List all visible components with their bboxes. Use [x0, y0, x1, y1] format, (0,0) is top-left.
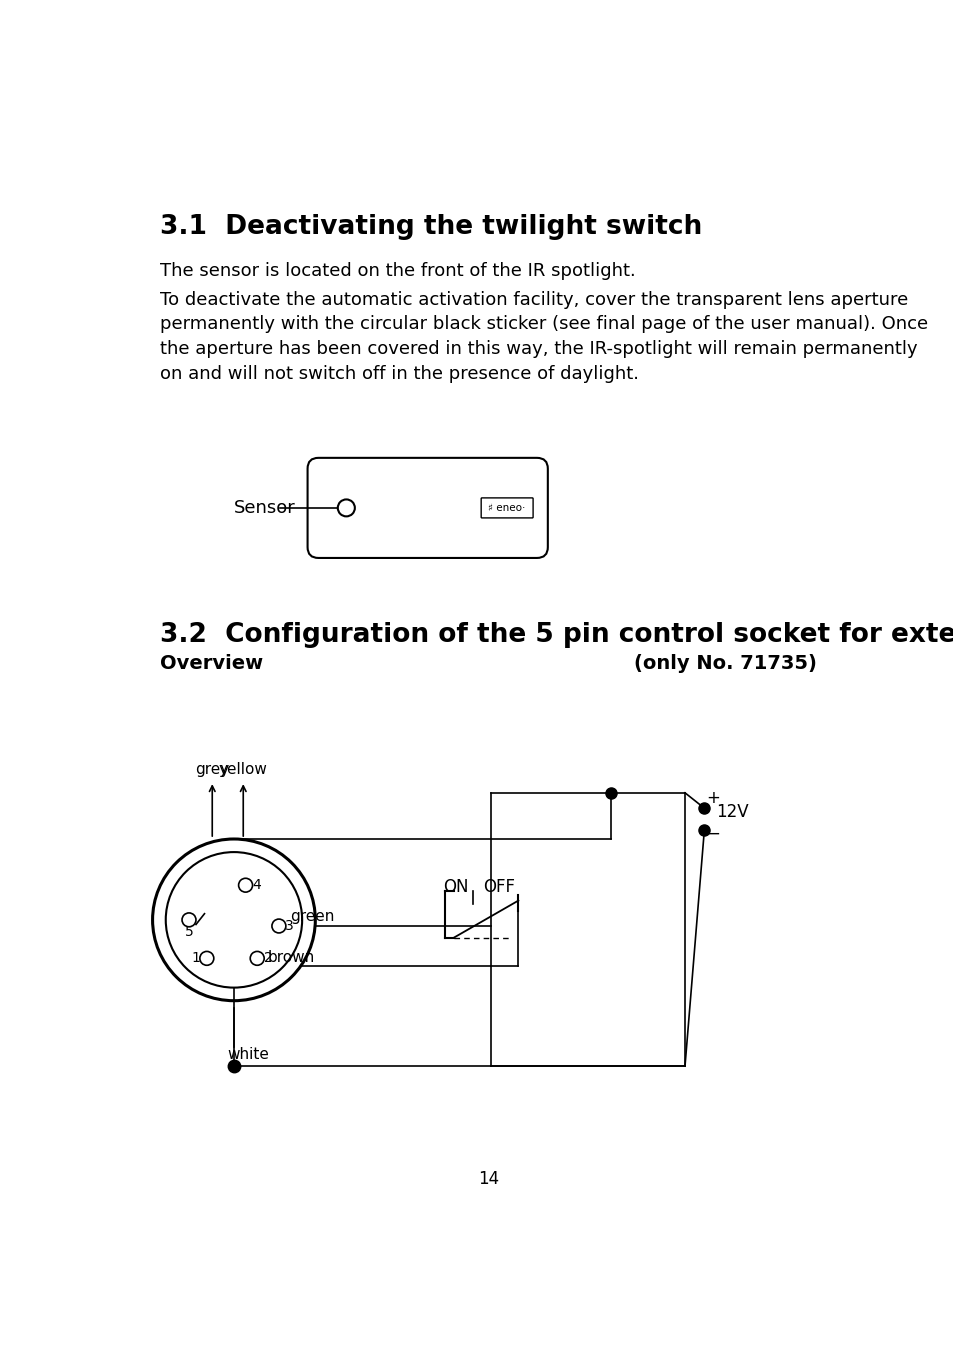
Text: 3: 3: [285, 919, 294, 933]
Text: ON: ON: [443, 877, 469, 896]
Text: 3.1  Deactivating the twilight switch: 3.1 Deactivating the twilight switch: [159, 214, 701, 239]
Text: 1: 1: [192, 951, 200, 966]
Circle shape: [272, 919, 286, 933]
Text: (only No. 71735): (only No. 71735): [633, 654, 816, 674]
Text: The sensor is located on the front of the IR spotlight.: The sensor is located on the front of th…: [159, 261, 635, 280]
Text: Sensor: Sensor: [233, 499, 295, 516]
Text: 12V: 12V: [716, 803, 748, 820]
Circle shape: [250, 951, 264, 966]
Text: the aperture has been covered in this way, the IR-spotlight will remain permanen: the aperture has been covered in this wa…: [159, 340, 916, 358]
Text: yellow: yellow: [218, 763, 268, 777]
Text: 14: 14: [477, 1170, 499, 1188]
Text: ♯ eneo·: ♯ eneo·: [488, 503, 525, 512]
Text: 2: 2: [263, 951, 273, 966]
FancyBboxPatch shape: [307, 457, 547, 558]
Text: grey: grey: [195, 763, 229, 777]
Text: 4: 4: [252, 878, 260, 892]
Text: on and will not switch off in the presence of daylight.: on and will not switch off in the presen…: [159, 364, 638, 383]
Text: green: green: [290, 909, 334, 924]
Circle shape: [199, 951, 213, 966]
Circle shape: [182, 913, 195, 927]
Text: To deactivate the automatic activation facility, cover the transparent lens aper: To deactivate the automatic activation f…: [159, 291, 907, 309]
Text: 5: 5: [185, 925, 193, 939]
Text: brown: brown: [268, 950, 315, 964]
Text: white: white: [228, 1046, 270, 1063]
Circle shape: [337, 499, 355, 516]
Text: permanently with the circular black sticker (see final page of the user manual).: permanently with the circular black stic…: [159, 315, 926, 334]
Circle shape: [166, 853, 302, 987]
Text: 3.2  Configuration of the 5 pin control socket for external control: 3.2 Configuration of the 5 pin control s…: [159, 621, 953, 648]
FancyBboxPatch shape: [480, 498, 533, 518]
Circle shape: [238, 878, 253, 892]
Text: OFF: OFF: [482, 877, 515, 896]
Text: +: +: [706, 788, 720, 807]
Text: −: −: [706, 824, 720, 842]
Circle shape: [152, 839, 315, 1001]
Text: Overview: Overview: [159, 654, 262, 674]
